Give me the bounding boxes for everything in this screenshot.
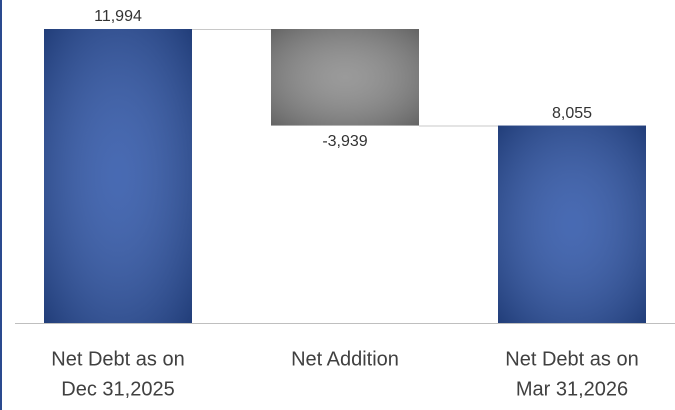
bar-shade: [271, 29, 419, 126]
value-label: 11,994: [94, 8, 142, 25]
left-border: [0, 0, 2, 410]
x-tick-label: Net Debt as on: [51, 348, 184, 370]
bar-shade: [498, 125, 646, 324]
value-label: 8,055: [552, 105, 592, 122]
bar-shade: [44, 29, 192, 323]
x-tick-label: Mar 31,2026: [516, 378, 628, 400]
x-tick-label: Net Addition: [291, 348, 399, 370]
value-label: -3,939: [322, 133, 367, 150]
x-tick-label: Dec 31,2025: [61, 378, 174, 400]
x-tick-label: Net Debt as on: [505, 348, 638, 370]
